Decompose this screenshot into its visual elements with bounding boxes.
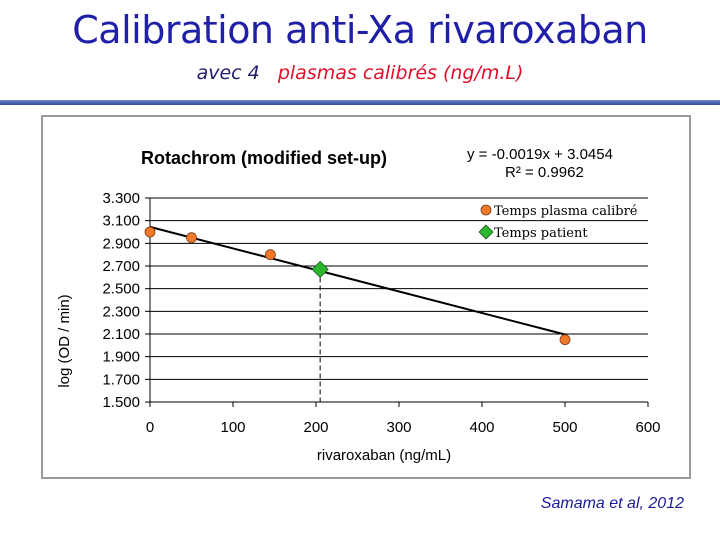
legend-label: Temps plasma calibré: [494, 204, 638, 219]
calibration-point: [186, 232, 197, 244]
calibration-point: [264, 249, 276, 261]
chart-title: Rotachrom (modified set-up): [141, 148, 387, 168]
subtitle-prefix: avec 4: [196, 62, 260, 84]
slide-title: Calibration anti-Xa rivaroxaban: [72, 8, 648, 52]
y-tick-label: 3.300: [102, 190, 140, 207]
r2-text: R² = 0.9962: [505, 164, 584, 181]
y-tick-label: 1.700: [102, 371, 140, 388]
chart-frame: Rotachrom (modified set-up) y = -0.0019x…: [41, 115, 691, 479]
x-tick-label: 300: [386, 419, 411, 436]
x-axis-label: rivaroxaban (ng/mL): [317, 447, 451, 464]
legend-label: Temps patient: [494, 226, 588, 241]
x-tick-label: 200: [303, 419, 328, 436]
legend-swatch-patient: [478, 224, 494, 240]
citation: Samama et al, 2012: [540, 495, 684, 512]
legend-swatch-calibrated: [480, 204, 492, 216]
y-axis-label: log (OD / min): [56, 294, 73, 387]
x-tick-label: 400: [469, 419, 494, 436]
y-tick-label: 1.900: [102, 349, 140, 366]
y-tick-label: 2.700: [102, 258, 140, 275]
calibration-point: [144, 226, 156, 238]
calibration-chart: Rotachrom (modified set-up) y = -0.0019x…: [56, 146, 661, 464]
x-tick-label: 500: [552, 419, 577, 436]
x-tick-label: 0: [146, 419, 154, 436]
y-tick-label: 2.300: [102, 303, 140, 320]
title-divider: [0, 100, 720, 105]
subtitle-emphasis: plasmas calibrés (ng/m.L): [277, 62, 524, 84]
y-tick-label: 1.500: [102, 394, 140, 411]
slide-subtitle: avec 4 plasmas calibrés (ng/m.L): [0, 62, 720, 84]
equation-text: y = -0.0019x + 3.0454: [467, 146, 613, 163]
y-tick-label: 2.900: [102, 235, 140, 252]
x-tick-label: 100: [220, 419, 245, 436]
patient-point: [311, 260, 329, 278]
x-tick-label: 600: [635, 419, 660, 436]
y-tick-label: 3.100: [102, 213, 140, 230]
y-tick-label: 2.500: [102, 281, 140, 298]
trendline: [149, 225, 566, 336]
y-tick-label: 2.100: [102, 326, 140, 343]
calibration-point: [559, 334, 571, 346]
